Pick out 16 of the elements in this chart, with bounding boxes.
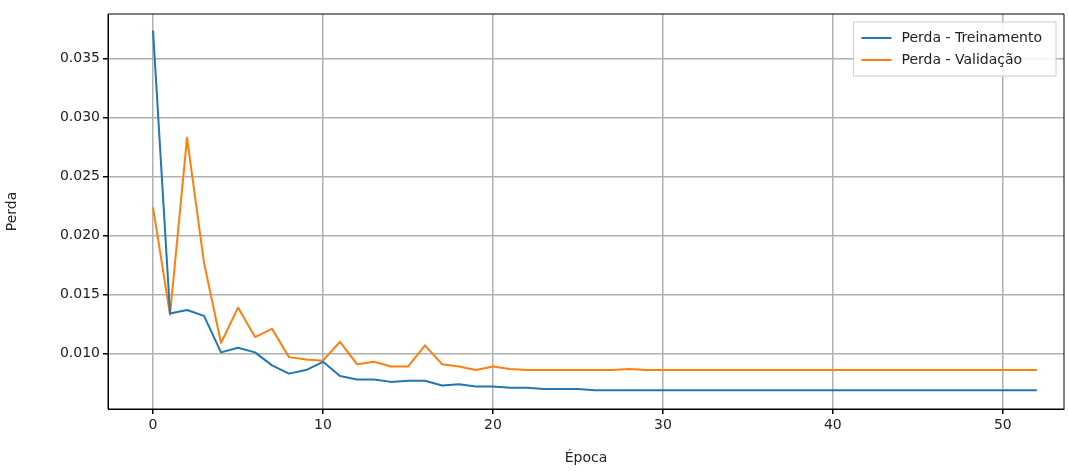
x-tick-label: 10 (314, 416, 332, 433)
y-tick-label: 0.015 (59, 285, 100, 302)
y-tick-label: 0.035 (59, 49, 100, 66)
x-tick-label: 30 (653, 416, 672, 433)
x-tick-label: 0 (148, 416, 158, 433)
y-tick-label: 0.025 (59, 167, 100, 184)
x-tick-label: 40 (823, 416, 842, 433)
y-axis-title: Perda (3, 191, 20, 232)
x-tick-label: 50 (993, 416, 1012, 433)
y-tick-label: 0.010 (59, 344, 100, 361)
legend-label: Perda - Treinamento (901, 28, 1042, 45)
y-tick-label: 0.020 (59, 226, 100, 243)
y-tick-label: 0.030 (59, 108, 100, 125)
x-axis-title: Época (564, 449, 608, 466)
x-tick-label: 20 (484, 416, 502, 433)
legend-label: Perda - Validação (901, 50, 1023, 67)
